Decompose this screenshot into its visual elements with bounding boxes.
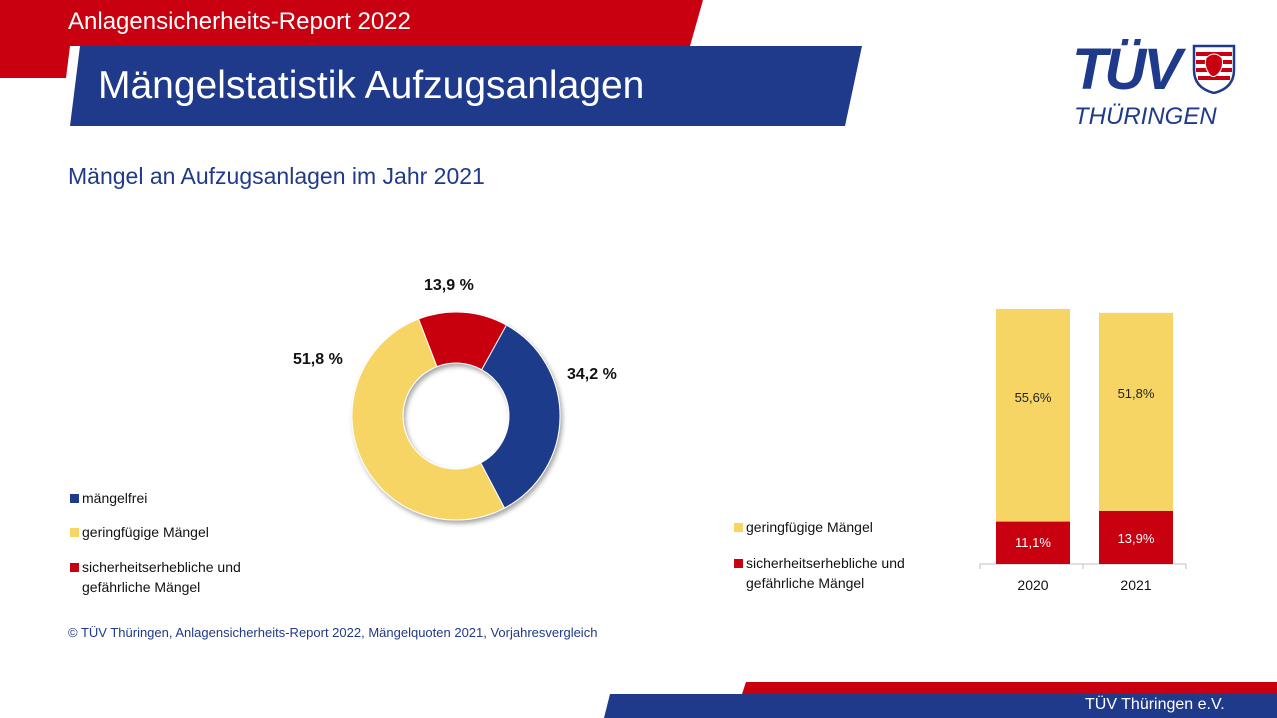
pie-slice-maengelfrei — [480, 324, 561, 509]
stacked-bar-chart — [979, 309, 1187, 569]
pie-slice-sicherheitserheblich — [417, 311, 508, 371]
logo-region-text: THÜRINGEN — [1074, 103, 1217, 130]
coat-of-arms-icon — [1192, 44, 1236, 94]
bar-legend: geringfügige Mängel sicherheitserheblich… — [734, 517, 954, 597]
header-banner — [0, 0, 862, 126]
pie-legend: mängelfrei geringfügige Mängel sicherhei… — [70, 488, 290, 598]
tuv-logo: TÜV THÜRINGEN — [1072, 38, 1242, 130]
logo-tuv-text: TÜV — [1072, 37, 1182, 102]
bar-category-2021: 2021 — [1120, 577, 1152, 593]
legend-label-maengelfrei: mängelfrei — [82, 490, 148, 506]
footer-org-name: TÜV Thüringen e.V. — [1085, 696, 1225, 713]
page-title: Mängelstatistik Aufzugsanlagen — [98, 64, 645, 107]
bar-legend-label-geringfuegig: geringfügige Mängel — [746, 519, 873, 535]
footer-blue-stripe — [604, 694, 1277, 718]
bar-2020-sicherheitserheblich — [996, 521, 1070, 564]
bar-2021-geringfuegig — [1099, 312, 1173, 511]
pie-label-gelb: 51,8 % — [293, 351, 343, 368]
blue-title-banner — [70, 46, 862, 126]
bar-value-2020-rot: 11,1% — [1015, 535, 1051, 550]
bar-legend-swatch-yellow — [734, 523, 743, 532]
report-title: Anlagensicherheits-Report 2022 — [68, 8, 411, 35]
bar-legend-swatch-red — [734, 559, 743, 568]
bar-value-2021-rot: 13,9% — [1117, 531, 1155, 546]
bar-2020-geringfuegig — [996, 309, 1070, 522]
footer-banner — [604, 682, 1277, 718]
footer-red-stripe — [742, 682, 1277, 694]
legend-swatch-blue — [70, 494, 79, 503]
legend-swatch-yellow — [70, 528, 79, 537]
legend-label-sicherheitserheblich-1: sicherheitserhebliche und — [82, 559, 241, 575]
source-note: © TÜV Thüringen, Anlagensicherheits-Repo… — [68, 625, 598, 640]
red-banner — [0, 0, 703, 78]
legend-label-geringfuegig: geringfügige Mängel — [82, 524, 209, 540]
bar-legend-label-sicherheitserheblich-2: gefährliche Mängel — [746, 575, 865, 591]
pie-label-rot: 13,9 % — [424, 277, 474, 294]
pie-label-blau: 34,2 % — [567, 366, 617, 383]
bar-category-2020: 2020 — [1017, 577, 1049, 593]
chart-subtitle: Mängel an Aufzugsanlagen im Jahr 2021 — [68, 163, 485, 189]
bar-legend-label-sicherheitserheblich-1: sicherheitserhebliche und — [746, 555, 905, 571]
bar-2021-sicherheitserheblich — [1099, 510, 1173, 564]
legend-swatch-red — [70, 563, 79, 572]
pie-slice-geringfuegig — [351, 318, 506, 521]
legend-label-sicherheitserheblich-2: gefährliche Mängel — [82, 579, 201, 595]
bar-value-2020-gelb: 55,6% — [1014, 390, 1052, 405]
donut-chart — [351, 311, 561, 521]
bar-value-2021-gelb: 51,8% — [1117, 386, 1155, 401]
